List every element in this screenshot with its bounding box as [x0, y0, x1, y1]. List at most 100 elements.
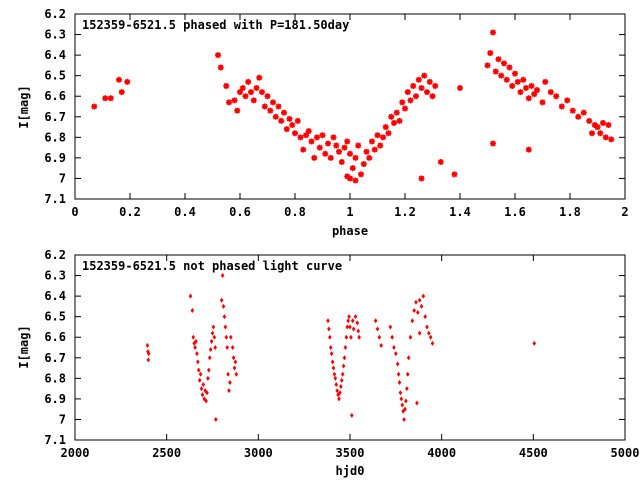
unphased-data-point — [351, 326, 356, 332]
unphased-data-point — [377, 334, 382, 340]
phased-chart-title: 152359-6521.5 phased with P=181.50day — [82, 18, 349, 32]
unphased-data-point — [417, 330, 422, 336]
unphased-data-point — [353, 314, 358, 320]
phased-data-point — [413, 93, 419, 100]
phased-data-point — [547, 89, 554, 96]
unphased-data-point — [408, 334, 413, 340]
unphased-data-point — [339, 384, 343, 390]
unphased-data-points — [145, 273, 537, 422]
unphased-data-point — [207, 355, 212, 361]
unphased-data-point — [425, 324, 429, 330]
unphased-data-point — [198, 371, 203, 377]
unphased-data-point — [402, 416, 406, 422]
phased-data-point — [347, 150, 353, 157]
unphased-x-tick-label: 2000 — [61, 446, 90, 460]
unphased-data-point — [394, 351, 398, 357]
unphased-y-axis-label: I[mag] — [17, 325, 31, 368]
phased-y-tick-label: 7 — [59, 171, 66, 185]
phased-data-point — [102, 95, 109, 102]
phased-data-point — [344, 173, 351, 180]
phased-data-point — [492, 68, 499, 75]
unphased-data-point — [222, 314, 227, 320]
phased-data-point — [352, 154, 359, 161]
phased-data-point — [525, 146, 532, 153]
unphased-data-point — [392, 345, 396, 350]
unphased-data-point — [199, 386, 204, 392]
phased-data-point — [388, 113, 395, 120]
unphased-data-point — [403, 406, 407, 412]
unphased-data-point — [388, 324, 393, 330]
phased-data-point — [267, 107, 274, 114]
unphased-data-point — [229, 334, 233, 340]
unphased-data-point — [421, 293, 426, 299]
phased-y-ticks: 6.2 6.3 6.4 6.5 6.6 6.7 6.8 6.9 7 7.1 — [44, 7, 625, 206]
unphased-data-point — [233, 359, 238, 365]
phased-data-point — [116, 76, 122, 83]
unphased-data-point — [346, 318, 350, 324]
unphased-x-axis-label: hjd0 — [336, 464, 365, 478]
phased-data-point — [506, 64, 513, 71]
phased-data-point — [234, 107, 241, 114]
unphased-data-point — [342, 355, 347, 361]
unphased-data-point — [201, 382, 206, 387]
phased-data-point — [399, 99, 406, 106]
phased-data-point — [602, 134, 609, 141]
phased-data-point — [358, 171, 364, 178]
unphased-data-point — [349, 334, 353, 340]
unphased-data-point — [228, 379, 232, 385]
unphased-data-point — [232, 365, 237, 371]
unphased-data-point — [329, 351, 334, 357]
unphased-plot-frame — [74, 254, 626, 441]
phased-data-point — [250, 97, 257, 104]
phased-data-point — [215, 52, 221, 59]
phased-y-tick-label: 6.4 — [44, 48, 66, 62]
phased-data-point — [338, 159, 345, 165]
phased-data-point — [509, 82, 516, 89]
phased-data-point — [490, 140, 496, 147]
unphased-data-point — [398, 390, 403, 396]
unphased-data-point — [423, 314, 427, 320]
phased-x-tick-label: 2 — [621, 205, 628, 219]
phased-data-point — [223, 82, 230, 89]
phased-data-point — [407, 97, 414, 104]
phased-x-tick-label: 0 — [71, 205, 78, 219]
unphased-data-point — [348, 324, 352, 330]
phased-data-point — [327, 154, 334, 161]
phased-data-point — [418, 175, 425, 182]
unphased-x-tick-label: 4000 — [427, 446, 456, 460]
phased-data-point — [239, 85, 246, 91]
unphased-data-point — [234, 371, 239, 377]
phased-data-point — [594, 124, 601, 131]
phased-data-point — [237, 89, 243, 96]
phased-data-point — [402, 105, 408, 112]
unphased-chart-title: 152359-6521.5 not phased light curve — [82, 259, 342, 273]
phased-data-point — [289, 122, 296, 128]
unphased-data-point — [427, 330, 431, 336]
unphased-data-point — [230, 345, 235, 350]
phased-data-point — [575, 113, 582, 120]
phased-data-point — [501, 60, 507, 67]
unphased-data-point — [356, 328, 361, 334]
phased-data-point — [404, 89, 411, 96]
unphased-data-point — [405, 386, 409, 392]
unphased-data-point — [200, 392, 205, 398]
unphased-data-point — [146, 357, 151, 363]
unphased-y-tick-label: 6.8 — [44, 371, 66, 385]
phased-data-point — [374, 132, 381, 139]
phased-data-point — [539, 99, 546, 106]
unphased-data-point — [194, 338, 198, 344]
phased-x-tick-label: 0.8 — [284, 205, 306, 219]
unphased-data-point — [330, 359, 335, 365]
phased-data-point — [349, 165, 356, 172]
phased-data-point — [503, 76, 510, 83]
phased-data-point — [336, 148, 342, 155]
unphased-x-tick-label: 5000 — [611, 446, 640, 460]
unphased-data-point — [196, 359, 200, 365]
unphased-x-ticks: 2000 2500 3000 3500 4000 4500 5000 — [61, 255, 640, 460]
unphased-data-point — [406, 355, 411, 361]
phased-data-point — [91, 103, 98, 110]
phased-data-point — [410, 82, 417, 89]
phased-data-point — [352, 177, 359, 184]
unphased-data-point — [227, 388, 231, 394]
phased-data-point — [534, 87, 540, 94]
